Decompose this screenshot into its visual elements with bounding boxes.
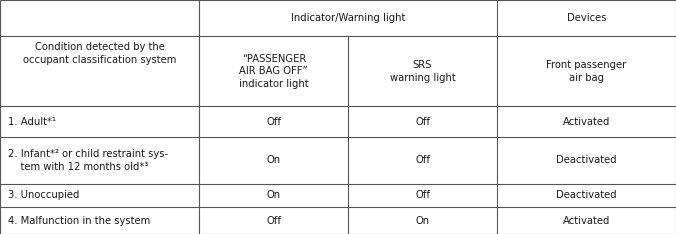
Text: Deactivated: Deactivated [556, 190, 617, 200]
Text: Devices: Devices [566, 13, 606, 23]
Text: On: On [416, 216, 429, 226]
Text: Off: Off [266, 216, 281, 226]
Text: Condition detected by the
occupant classification system: Condition detected by the occupant class… [23, 42, 176, 65]
Text: Off: Off [415, 155, 430, 165]
Text: Activated: Activated [562, 117, 610, 127]
Text: Indicator/Warning light: Indicator/Warning light [291, 13, 406, 23]
Text: Off: Off [266, 117, 281, 127]
Text: 4. Malfunction in the system: 4. Malfunction in the system [8, 216, 150, 226]
Text: Off: Off [415, 117, 430, 127]
Text: Deactivated: Deactivated [556, 155, 617, 165]
Text: Activated: Activated [562, 216, 610, 226]
Text: On: On [267, 155, 281, 165]
Text: SRS
warning light: SRS warning light [389, 60, 456, 83]
Text: “PASSENGER
AIR BAG OFF”
indicator light: “PASSENGER AIR BAG OFF” indicator light [239, 54, 308, 89]
Text: Front passenger
air bag: Front passenger air bag [546, 60, 627, 83]
Text: 1. Adult*¹: 1. Adult*¹ [8, 117, 56, 127]
Text: 3. Unoccupied: 3. Unoccupied [8, 190, 80, 200]
Text: Off: Off [415, 190, 430, 200]
Text: 2. Infant*² or child restraint sys-
    tem with 12 months old*³: 2. Infant*² or child restraint sys- tem … [8, 149, 168, 172]
Text: On: On [267, 190, 281, 200]
